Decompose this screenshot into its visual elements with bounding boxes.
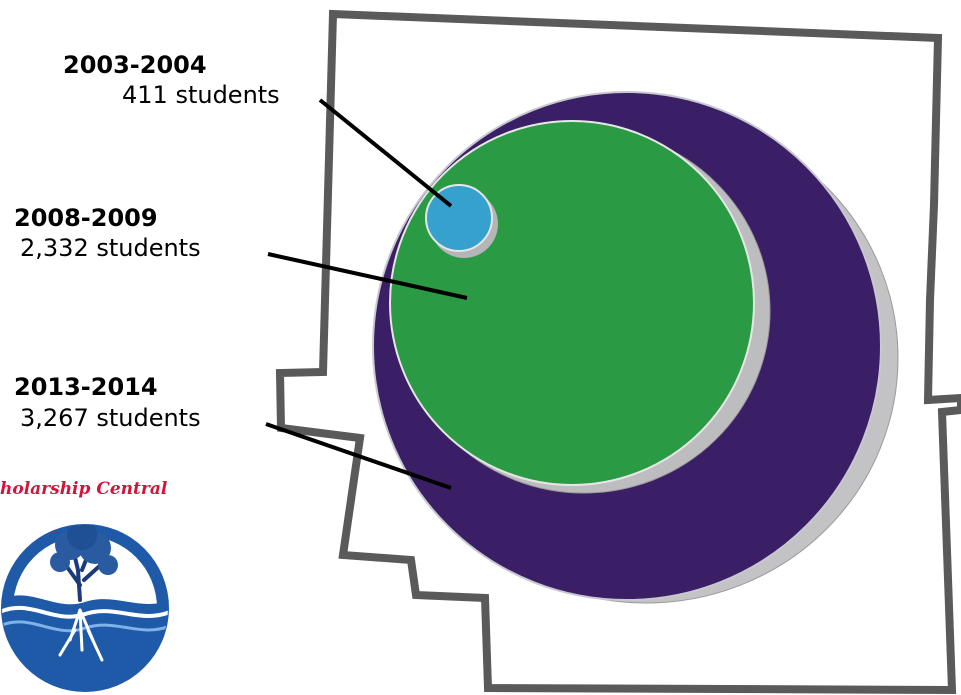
label-count-2003-2004: 411 students [122, 81, 280, 109]
label-year-2003-2004: 2003-2004 [63, 51, 207, 79]
label-year-2008-2009: 2008-2009 [14, 204, 158, 232]
leader-line-2013-2014 [265, 422, 452, 490]
leader-line-2008-2009 [267, 252, 468, 300]
tree-roots-icon [1, 524, 169, 692]
logo-text: holarship Central [0, 479, 168, 499]
label-count-2008-2009: 2,332 students [20, 234, 201, 262]
bubble-2008-2009 [389, 120, 755, 486]
leader-line-2003-2004 [318, 98, 453, 208]
label-year-2013-2014: 2013-2014 [14, 373, 158, 401]
label-count-2013-2014: 3,267 students [20, 404, 201, 432]
